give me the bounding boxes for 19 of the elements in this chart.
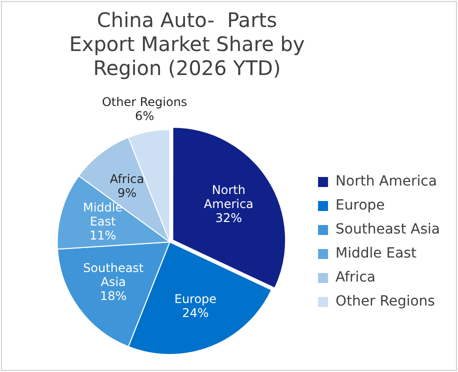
data-label: 18% (100, 289, 127, 304)
slice-label: North America (204, 182, 254, 211)
legend-label: North America (336, 174, 437, 190)
slice-label: Southeast Asia (83, 261, 144, 290)
data-label: 24% (182, 306, 209, 320)
slice-label: Europe (174, 292, 217, 306)
chart-title: China Auto- Parts Export Market Share by Region (2026 YTD) (68, 8, 306, 80)
legend-label: Middle East (336, 246, 417, 262)
data-label: 32% (215, 210, 242, 225)
slice-label: Africa (110, 172, 144, 186)
data-label: 11% (89, 228, 116, 243)
slice-label: Middle East (82, 200, 123, 229)
slice-label: Other Regions (102, 95, 188, 110)
legend-label: Africa (336, 270, 376, 286)
data-label: 6% (135, 109, 154, 124)
legend-label: Other Regions (336, 294, 435, 310)
legend-label: Europe (336, 198, 385, 214)
legend-label: Southeast Asia (336, 222, 440, 238)
data-label: 9% (118, 186, 137, 200)
